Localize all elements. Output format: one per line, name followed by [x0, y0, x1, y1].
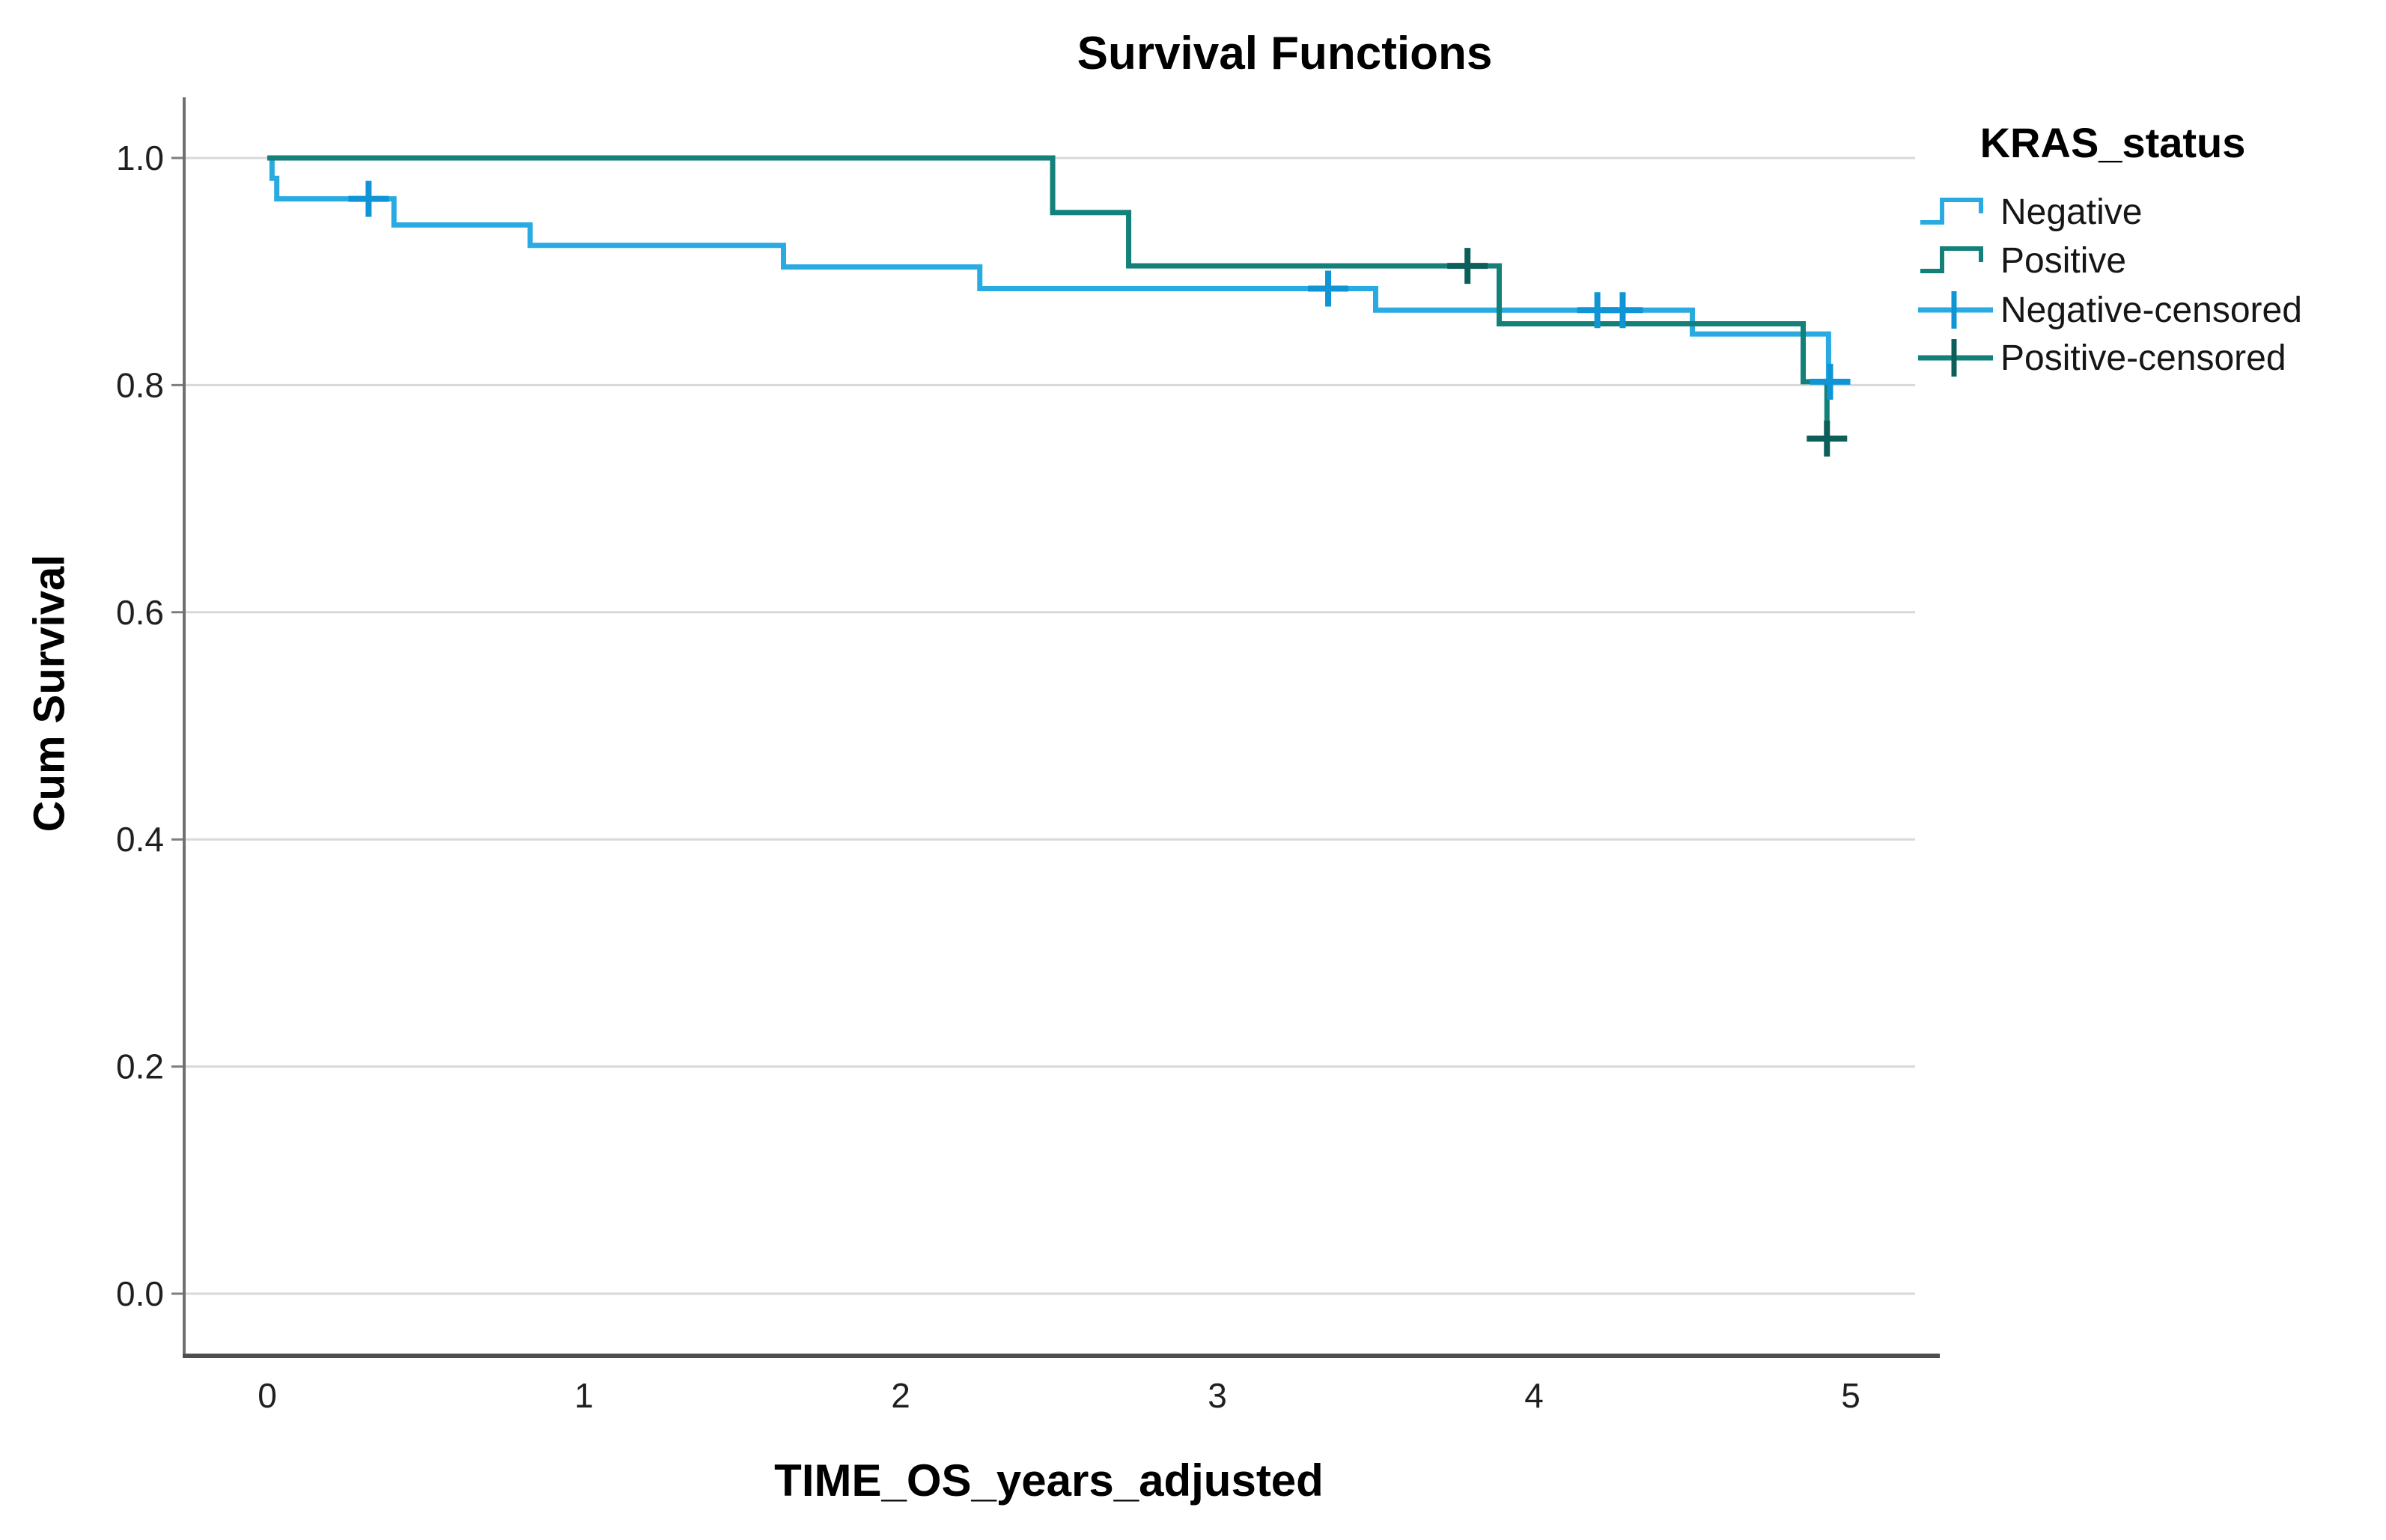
x-tick-label: 4: [1524, 1376, 1544, 1415]
y-tick-label: 0.2: [116, 1047, 164, 1086]
positive-line-swatch: [1920, 246, 1983, 273]
legend-item-negative: Negative: [1918, 191, 2142, 233]
x-tick-label: 3: [1208, 1376, 1227, 1415]
survival-curve-negative: [267, 155, 1846, 385]
x-tick-label: 1: [574, 1376, 594, 1415]
legend-item-label: Positive-censored: [2000, 338, 2286, 378]
step-line-glyph: [1920, 198, 1983, 225]
positive-censored-swatch: [1918, 339, 1993, 377]
legend-item-positive-censored: Positive-censored: [1918, 337, 2286, 379]
x-tick-label: 2: [891, 1376, 910, 1415]
legend-item-positive: Positive: [1918, 240, 2126, 281]
negative-line-swatch: [1920, 198, 1983, 225]
legend-item-label: Negative-censored: [2000, 290, 2302, 330]
legend-item-label: Negative: [2000, 192, 2143, 232]
legend-title: KRAS_status: [1979, 119, 2246, 166]
legend-item-label: Positive: [2000, 240, 2127, 281]
step-line-glyph: [1920, 246, 1983, 273]
y-tick-label: 0.0: [116, 1274, 164, 1313]
y-axis-title: Cum Survival: [25, 554, 74, 833]
x-axis-title: TIME_OS_years_adjusted: [774, 1455, 1324, 1506]
y-tick-label: 0.8: [116, 365, 164, 404]
chart-title: Survival Functions: [1077, 28, 1493, 79]
legend-item-negative-censored: Negative-censored: [1918, 289, 2302, 331]
y-tick-label: 0.6: [116, 593, 164, 632]
negative-censored-swatch: [1918, 291, 1993, 329]
x-tick-label: 0: [258, 1376, 277, 1415]
y-tick-label: 1.0: [116, 139, 164, 177]
survival-curve-positive: [267, 155, 1833, 442]
x-tick-label: 5: [1841, 1376, 1860, 1415]
y-tick-label: 0.4: [116, 820, 164, 859]
